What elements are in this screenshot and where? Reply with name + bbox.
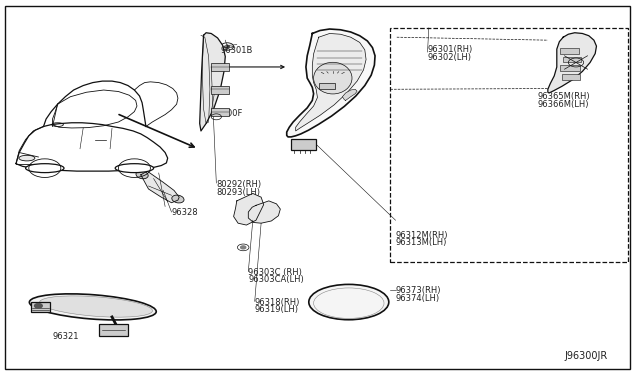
Ellipse shape (26, 164, 64, 173)
Bar (563, 57, 581, 62)
Bar (211, 63, 229, 71)
Ellipse shape (19, 155, 35, 161)
Ellipse shape (40, 296, 152, 317)
Bar (560, 65, 580, 71)
Ellipse shape (52, 123, 63, 126)
Bar (562, 74, 580, 80)
Bar (211, 108, 229, 116)
Text: 96374(LH): 96374(LH) (396, 294, 440, 303)
Text: 96328: 96328 (172, 208, 198, 217)
Text: 96300F: 96300F (211, 109, 243, 118)
Circle shape (224, 45, 230, 48)
Bar (291, 139, 316, 150)
Bar (31, 302, 50, 312)
Text: 96303C (RH): 96303C (RH) (248, 268, 302, 277)
Polygon shape (200, 33, 225, 131)
Text: 96303CA(LH): 96303CA(LH) (248, 275, 304, 284)
Circle shape (241, 246, 246, 249)
Text: 96301B: 96301B (221, 46, 253, 55)
Ellipse shape (309, 284, 389, 320)
Polygon shape (141, 171, 179, 203)
Bar (560, 48, 579, 54)
Text: 96313M(LH): 96313M(LH) (396, 238, 447, 247)
Polygon shape (248, 201, 280, 223)
Text: 80292(RH): 80292(RH) (216, 180, 262, 189)
Bar (390, 28, 628, 262)
Text: 96302(LH): 96302(LH) (428, 53, 472, 62)
Polygon shape (548, 33, 596, 93)
Ellipse shape (172, 195, 184, 203)
Text: 80293(LH): 80293(LH) (216, 188, 260, 197)
Bar (319, 83, 335, 89)
Bar (99, 324, 128, 336)
Polygon shape (287, 29, 375, 137)
Text: 96319(LH): 96319(LH) (255, 305, 299, 314)
Ellipse shape (314, 62, 352, 94)
Text: 96301(RH): 96301(RH) (428, 45, 473, 54)
Text: 96365M(RH): 96365M(RH) (538, 92, 590, 101)
Text: 96373(RH): 96373(RH) (396, 286, 441, 295)
Ellipse shape (136, 171, 148, 179)
Polygon shape (234, 193, 264, 225)
Bar (211, 86, 229, 94)
Polygon shape (296, 33, 366, 131)
Circle shape (35, 304, 42, 308)
Text: 96321: 96321 (52, 332, 79, 341)
Text: 96318(RH): 96318(RH) (255, 298, 300, 307)
Text: 96366M(LH): 96366M(LH) (538, 100, 589, 109)
Polygon shape (342, 89, 357, 100)
Ellipse shape (29, 294, 156, 320)
Ellipse shape (115, 164, 154, 173)
Text: 96312M(RH): 96312M(RH) (396, 231, 448, 240)
Text: J96300JR: J96300JR (564, 352, 608, 361)
